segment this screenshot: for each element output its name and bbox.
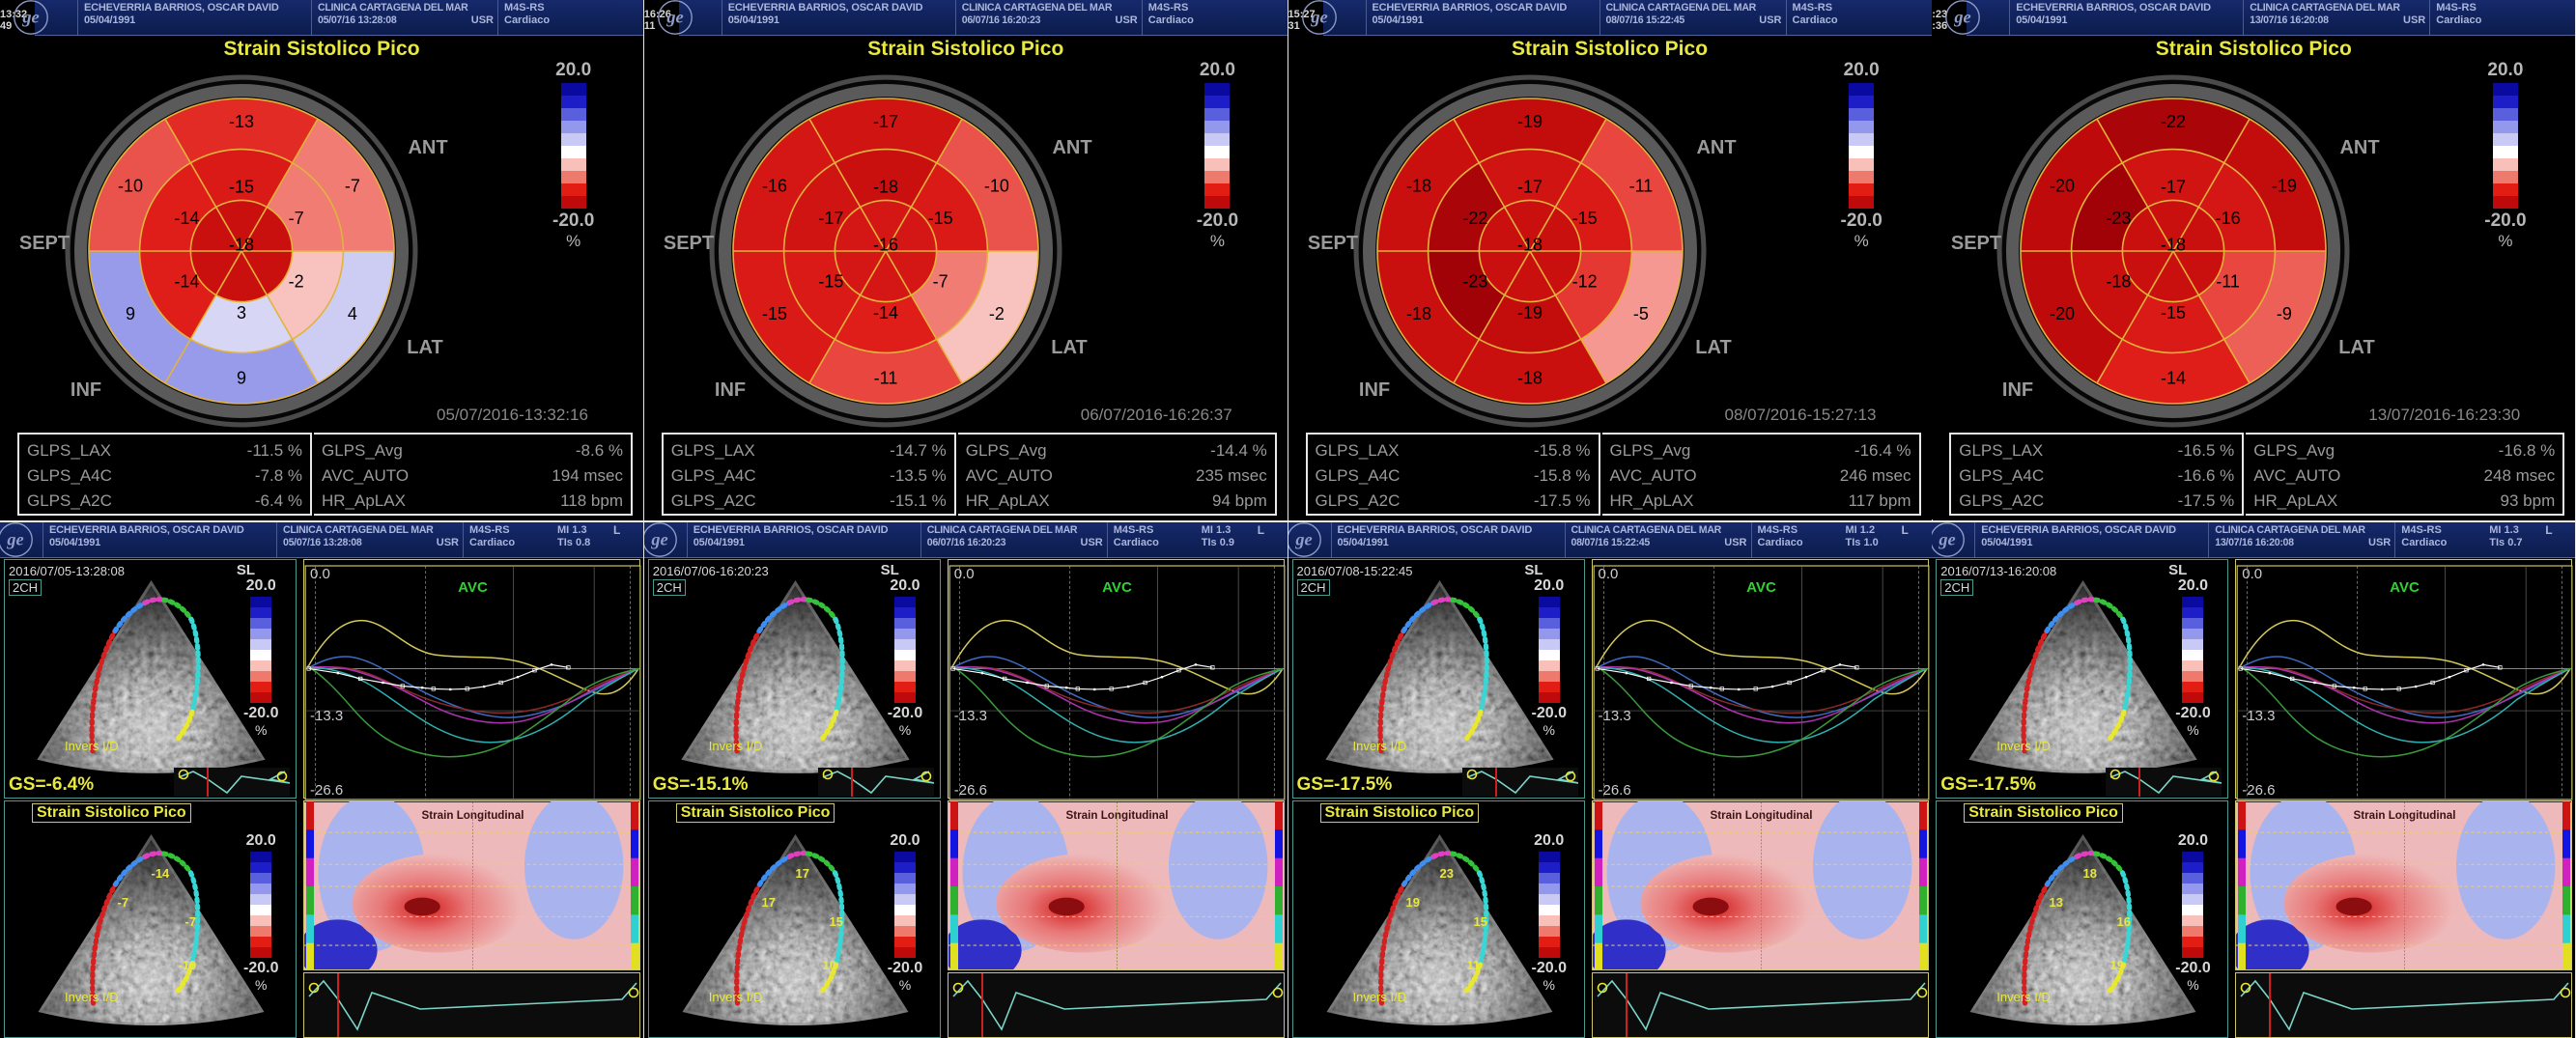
svg-text:-14: -14	[152, 866, 171, 881]
svg-text:-15: -15	[762, 304, 787, 323]
svg-text:19: 19	[2110, 958, 2124, 972]
svg-text:-18: -18	[1516, 368, 1542, 387]
svg-text:9: 9	[126, 304, 135, 323]
svg-text:-15: -15	[2161, 303, 2186, 323]
svg-text:-13: -13	[229, 112, 254, 131]
svg-text:-2: -2	[989, 304, 1005, 323]
svg-text:-5: -5	[1632, 304, 1648, 323]
svg-text:SEPT: SEPT	[1307, 233, 1357, 254]
svg-text:-15: -15	[927, 209, 952, 228]
svg-text:-17: -17	[1516, 177, 1542, 196]
svg-text:10: 10	[822, 958, 835, 972]
svg-text:23: 23	[1439, 866, 1453, 881]
svg-text:9: 9	[237, 368, 246, 387]
svg-text:-15: -15	[229, 177, 254, 196]
svg-text:ge: ge	[6, 530, 23, 549]
svg-text:ge: ge	[1939, 530, 1956, 549]
svg-text:ANT: ANT	[1696, 137, 1736, 158]
svg-text:-7: -7	[118, 895, 129, 910]
svg-text:-10: -10	[179, 958, 197, 972]
svg-text:-19: -19	[2272, 176, 2297, 195]
svg-text:-9: -9	[2277, 304, 2292, 323]
svg-text:15: 15	[829, 914, 842, 929]
svg-text:4: 4	[348, 304, 357, 323]
svg-text:-18: -18	[1406, 304, 1431, 323]
svg-text:-19: -19	[1516, 112, 1542, 131]
svg-text:-16: -16	[2216, 209, 2241, 228]
svg-text:SEPT: SEPT	[664, 233, 714, 254]
svg-text:-18: -18	[1516, 235, 1542, 254]
svg-text:-18: -18	[1406, 176, 1431, 195]
svg-text:-7: -7	[932, 271, 948, 291]
svg-text:-10: -10	[118, 176, 143, 195]
svg-text:-23: -23	[2107, 209, 2132, 228]
svg-text:LAT: LAT	[1695, 337, 1731, 358]
svg-text:-15: -15	[818, 271, 843, 291]
svg-text:AVC: AVC	[1102, 579, 1132, 596]
svg-text:LAT: LAT	[407, 337, 442, 358]
svg-text:-22: -22	[1462, 209, 1487, 228]
svg-text:-20: -20	[2050, 304, 2075, 323]
svg-text:ge: ge	[1294, 530, 1312, 549]
svg-text:ge: ge	[1954, 8, 1971, 27]
svg-text:13: 13	[2050, 895, 2063, 910]
svg-text:-11: -11	[1628, 176, 1653, 195]
svg-text:-19: -19	[1516, 303, 1542, 323]
svg-text:ANT: ANT	[1052, 137, 1091, 158]
svg-text:19: 19	[1405, 895, 1419, 910]
svg-text:ANT: ANT	[2340, 137, 2380, 158]
svg-text:-15: -15	[1571, 209, 1597, 228]
svg-text:-14: -14	[174, 271, 199, 291]
svg-text:16: 16	[2117, 914, 2131, 929]
svg-text:LAT: LAT	[1051, 337, 1087, 358]
svg-text:ANT: ANT	[408, 137, 447, 158]
svg-text:-11: -11	[2216, 271, 2240, 291]
svg-text:ge: ge	[650, 530, 667, 549]
svg-text:-18: -18	[229, 235, 254, 254]
svg-text:AVC: AVC	[2390, 579, 2420, 596]
svg-text:-2: -2	[289, 271, 304, 291]
svg-text:-17: -17	[818, 209, 843, 228]
svg-text:-20: -20	[2050, 176, 2075, 195]
svg-text:AVC: AVC	[1746, 579, 1776, 596]
svg-text:-18: -18	[2161, 235, 2186, 254]
svg-text:17: 17	[761, 895, 775, 910]
svg-text:AVC: AVC	[458, 579, 488, 596]
svg-text:-17: -17	[873, 112, 898, 131]
svg-text:-7: -7	[185, 914, 197, 929]
svg-text:INF: INF	[715, 379, 746, 401]
svg-text:SEPT: SEPT	[1951, 233, 2001, 254]
svg-text:INF: INF	[71, 379, 101, 401]
svg-text:-17: -17	[2161, 177, 2186, 196]
svg-text:ge: ge	[1310, 8, 1327, 27]
svg-text:-10: -10	[984, 176, 1009, 195]
svg-text:-11: -11	[873, 368, 897, 387]
svg-text:-16: -16	[873, 235, 898, 254]
svg-text:-12: -12	[1571, 271, 1597, 291]
svg-text:-14: -14	[2161, 368, 2186, 387]
svg-text:3: 3	[237, 303, 246, 323]
svg-text:-7: -7	[289, 209, 304, 228]
svg-text:-22: -22	[2161, 112, 2186, 131]
svg-text:-7: -7	[345, 176, 360, 195]
svg-text:15: 15	[1473, 914, 1486, 929]
svg-text:-23: -23	[1462, 271, 1487, 291]
svg-text:18: 18	[2083, 866, 2097, 881]
svg-text:-14: -14	[873, 303, 898, 323]
svg-text:11: 11	[1466, 958, 1480, 972]
svg-text:-18: -18	[873, 177, 898, 196]
svg-text:-16: -16	[762, 176, 787, 195]
svg-text:ge: ge	[665, 8, 683, 27]
svg-text:LAT: LAT	[2339, 337, 2375, 358]
svg-text:17: 17	[795, 866, 808, 881]
svg-text:INF: INF	[1358, 379, 1389, 401]
svg-text:INF: INF	[2002, 379, 2033, 401]
svg-text:-14: -14	[174, 209, 199, 228]
svg-text:-18: -18	[2107, 271, 2132, 291]
svg-text:SEPT: SEPT	[19, 233, 70, 254]
svg-text:ge: ge	[21, 8, 39, 27]
